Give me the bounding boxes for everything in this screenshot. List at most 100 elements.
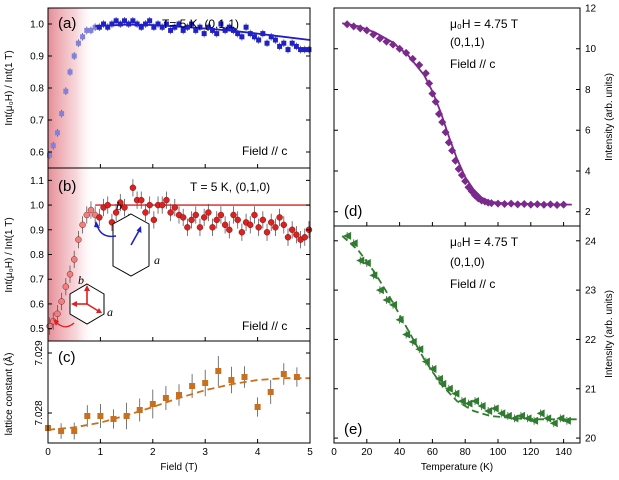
axis-label-a-lower: a	[107, 305, 113, 319]
point-a	[239, 34, 245, 40]
point-a	[281, 40, 287, 46]
ytick-label-c: 7.029	[34, 340, 45, 365]
point-a	[163, 21, 169, 27]
panel-d: 2 4 6 8 10 12 (d) μ₀H = 4.75 T (0,1,1) Field …	[333, 4, 615, 227]
point-a-faded	[92, 24, 98, 30]
field-label-b: Field // c	[242, 319, 287, 333]
point-a	[289, 40, 295, 46]
point-e	[428, 365, 437, 374]
point-a	[159, 24, 165, 30]
point-e	[523, 414, 532, 423]
ylabel-c: lattice constant (Å)	[2, 353, 15, 436]
xtick-label-c: 3	[202, 447, 208, 458]
point-b	[293, 231, 300, 238]
ticks-c: 7.028 7.029 0 1 2 3 4 5	[34, 340, 313, 458]
xlabel-c: Field (T)	[160, 462, 197, 473]
point-d	[454, 164, 463, 173]
point-e	[451, 389, 460, 398]
arrowhead-red-right	[96, 308, 102, 313]
point-e	[536, 409, 545, 418]
point-a-faded	[67, 69, 73, 75]
shaded-region-a	[48, 8, 96, 168]
point-d	[444, 138, 453, 147]
point-b	[234, 216, 241, 224]
point-b	[259, 216, 267, 224]
point-d	[382, 37, 391, 46]
ytick-label-e: 23	[585, 286, 597, 297]
point-a	[105, 24, 111, 30]
point-a	[180, 27, 186, 33]
point-b	[238, 229, 246, 236]
point-d	[441, 128, 450, 137]
point-b	[263, 229, 271, 236]
point-b	[196, 224, 204, 231]
point-e	[375, 286, 384, 295]
point-e	[389, 300, 398, 309]
point-b	[129, 184, 137, 191]
vector-arrow-upper	[130, 228, 141, 246]
point-a-faded	[84, 27, 90, 33]
panel-a: 0.6 0.7 0.8 0.9 1.0 (a) T= 5 K, (0,1,1) Fiel…	[4, 7, 312, 169]
ytick-label-d: 8	[585, 85, 591, 96]
panel-label-d: (d)	[344, 203, 362, 220]
point-a	[130, 18, 136, 24]
point-d	[494, 199, 502, 208]
ytick-label-b: 0.6	[30, 299, 44, 310]
point-b	[272, 224, 279, 231]
ytick-label-b: 0.9	[30, 225, 44, 236]
point-d	[402, 48, 411, 57]
point-c	[293, 374, 300, 380]
point-d	[539, 200, 548, 209]
xlabel-e: Temperature (K)	[421, 462, 493, 473]
point-d	[457, 171, 466, 180]
point-b-faded	[75, 236, 82, 243]
xtick-label-e: 120	[522, 447, 539, 458]
point-b	[301, 233, 308, 241]
point-d	[349, 22, 358, 31]
point-e	[369, 271, 378, 280]
point-e	[464, 399, 473, 408]
point-e	[497, 409, 506, 418]
ytick-label-d: 10	[585, 44, 597, 55]
point-e	[408, 337, 417, 346]
ytick-label-a: 0.6	[30, 148, 44, 159]
point-c	[202, 380, 209, 386]
point-e	[543, 414, 552, 423]
point-a	[122, 18, 128, 24]
annotation-d-line3: Field // c	[450, 57, 495, 71]
point-b	[167, 209, 174, 216]
point-d	[533, 200, 542, 209]
point-b	[146, 201, 153, 209]
point-c	[189, 383, 196, 389]
point-d	[395, 44, 404, 53]
point-a	[201, 31, 207, 37]
ytick-label-e: 22	[585, 335, 597, 346]
annotation-b: T = 5 K, (0,1,0)	[190, 180, 270, 194]
point-a	[218, 21, 224, 27]
arrowhead-red-up	[84, 285, 90, 291]
point-e	[421, 357, 430, 366]
fit-line-c	[47, 377, 310, 431]
ytick-label-b: 1.0	[30, 201, 44, 212]
point-e	[444, 384, 453, 393]
point-d	[408, 54, 417, 63]
arrowhead-upper	[136, 226, 142, 233]
point-e	[402, 330, 411, 339]
ticks-a: 0.6 0.7 0.8 0.9 1.0	[30, 20, 311, 168]
point-d	[369, 30, 378, 39]
ytick-label-a: 1.0	[30, 20, 44, 31]
point-d	[428, 89, 437, 98]
point-e	[477, 402, 486, 411]
xtick-label-e: 140	[555, 447, 572, 458]
panel-c: 7.028 7.029 0 1 2 3 4 5 (c) lattice constant (Å…	[2, 340, 313, 473]
point-a	[176, 21, 182, 27]
point-d	[375, 34, 384, 43]
point-c	[149, 401, 156, 407]
point-b	[288, 226, 296, 233]
point-b	[205, 209, 212, 216]
point-a-faded	[88, 27, 94, 33]
ylabel-e: Intensity (arb. units)	[604, 290, 615, 378]
point-c	[176, 392, 182, 398]
point-b	[96, 214, 103, 221]
